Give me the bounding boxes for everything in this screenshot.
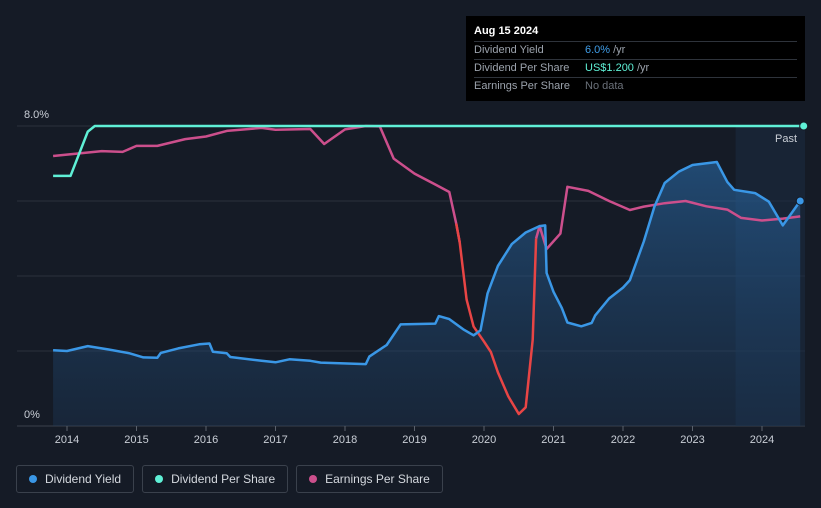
eps-line-decline xyxy=(454,223,538,416)
tooltip-value: No data xyxy=(585,80,624,92)
legend-dot-icon xyxy=(155,475,164,483)
tooltip-row-dividend-per-share: Dividend Per Share US$1.200 /yr xyxy=(474,60,797,78)
tooltip-date: Aug 15 2024 xyxy=(474,24,797,42)
y-tick-label-bottom: 0% xyxy=(24,409,40,421)
series-layer xyxy=(52,121,809,426)
chart-legend: Dividend Yield Dividend Per Share Earnin… xyxy=(16,465,443,493)
y-tick-label-top: 8.0% xyxy=(24,109,49,121)
x-tick-label: 2024 xyxy=(750,434,774,446)
x-tick-label: 2014 xyxy=(55,434,79,446)
x-tick-label: 2020 xyxy=(472,434,496,446)
legend-toggle-earnings-per-share[interactable]: Earnings Per Share xyxy=(296,465,443,493)
legend-toggle-dividend-yield[interactable]: Dividend Yield xyxy=(16,465,135,493)
legend-dot-icon xyxy=(309,475,318,483)
x-axis: 2014 2015 2016 2017 2018 2019 2020 2021 2022 2023… xyxy=(55,426,774,446)
tooltip-label: Dividend Yield xyxy=(474,44,544,56)
dividend-per-share-line xyxy=(53,124,804,178)
tooltip-value: US$1.200 xyxy=(585,62,634,74)
x-tick-label: 2019 xyxy=(402,434,426,446)
past-label: Past xyxy=(775,133,797,145)
legend-toggle-dividend-per-share[interactable]: Dividend Per Share xyxy=(142,465,289,493)
x-tick-label: 2021 xyxy=(541,434,565,446)
tooltip-label: Dividend Per Share xyxy=(474,62,570,74)
tooltip-value: 6.0% xyxy=(585,44,611,56)
data-tooltip: Aug 15 2024 Dividend Yield 6.0% /yr Divi… xyxy=(466,16,805,101)
tooltip-unit: /yr xyxy=(636,62,650,74)
tooltip-row-dividend-yield: Dividend Yield 6.0% /yr xyxy=(474,42,797,60)
dividend-yield-end-marker xyxy=(795,196,805,206)
tooltip-row-earnings-per-share: Earnings Per Share No data xyxy=(474,78,797,95)
eps-line xyxy=(52,124,461,243)
legend-label: Dividend Per Share xyxy=(171,472,276,486)
legend-dot-icon xyxy=(29,475,37,483)
x-tick-label: 2015 xyxy=(124,434,148,446)
x-tick-label: 2018 xyxy=(333,434,357,446)
legend-label: Earnings Per Share xyxy=(325,472,430,486)
dividend-yield-area xyxy=(53,162,801,426)
tooltip-label: Earnings Per Share xyxy=(474,80,570,92)
dividend-yield-line xyxy=(53,160,802,366)
dividend-per-share-end-marker xyxy=(799,121,809,131)
x-tick-label: 2016 xyxy=(194,434,218,446)
x-tick-label: 2023 xyxy=(680,434,704,446)
eps-line-recent xyxy=(534,185,801,251)
tooltip-unit: /yr xyxy=(613,44,626,56)
legend-label: Dividend Yield xyxy=(45,472,122,486)
x-tick-label: 2022 xyxy=(611,434,635,446)
x-tick-label: 2017 xyxy=(263,434,287,446)
